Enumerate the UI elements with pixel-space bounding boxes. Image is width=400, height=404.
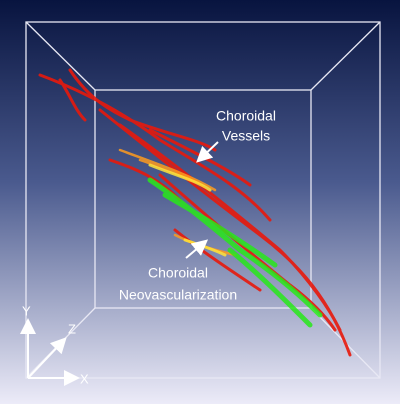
bounding-box xyxy=(25,21,381,379)
annotation-line: Neovascularization xyxy=(119,287,237,303)
annotation-arrows xyxy=(185,141,219,259)
vessels xyxy=(38,68,352,357)
annotation-line: Choroidal xyxy=(148,265,208,281)
annotation-line: Choroidal xyxy=(216,108,276,124)
axis-triad xyxy=(20,318,80,386)
axis-label: Y xyxy=(22,303,31,318)
axis-label: X xyxy=(80,371,89,386)
annotation-line: Vessels xyxy=(222,128,270,144)
axis-label: Z xyxy=(68,321,76,336)
